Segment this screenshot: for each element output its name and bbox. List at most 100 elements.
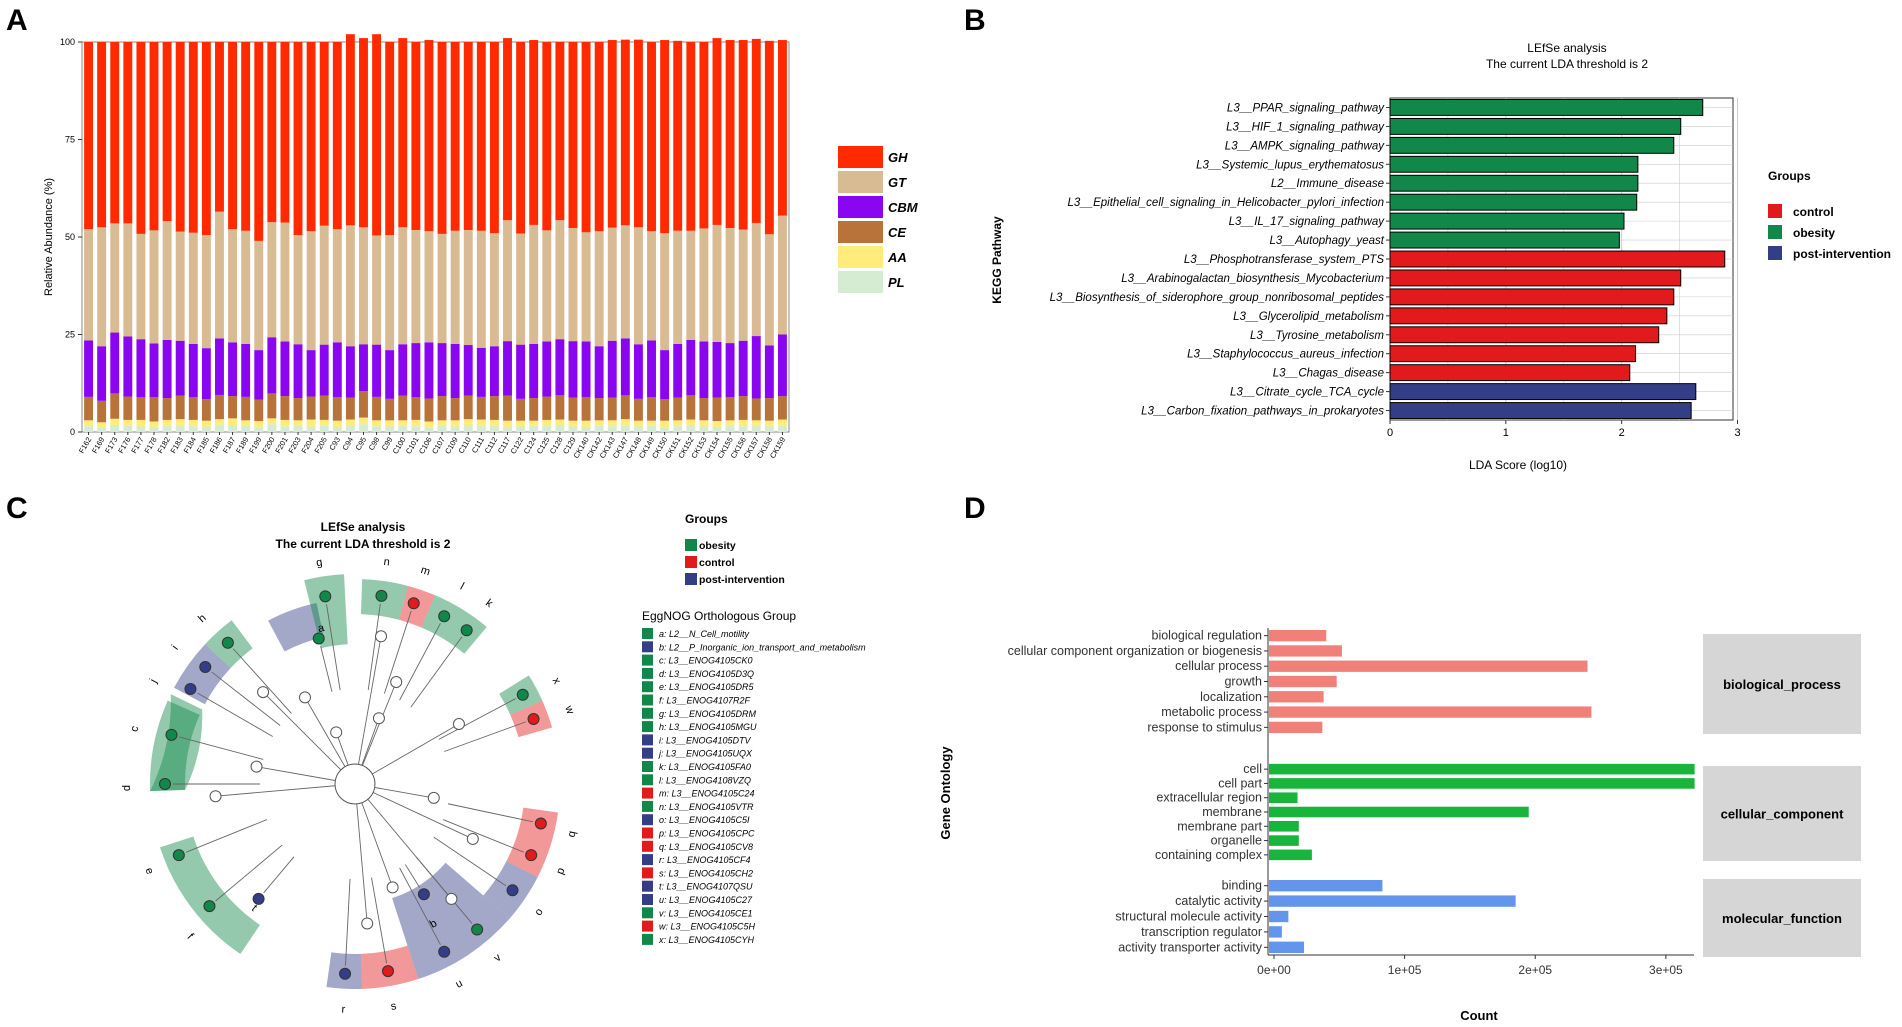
panel-a-bar-cbm	[359, 344, 368, 392]
panel-a-bar-pl	[633, 426, 643, 432]
panel-b-bar	[1389, 193, 1638, 211]
panel-a-bar-ce	[84, 396, 93, 421]
panel-a-bar-ce	[476, 396, 486, 420]
panel-a-bar-ce	[489, 396, 499, 420]
panel-a-bar-ce	[437, 396, 447, 421]
panel-a-bar-cbm	[319, 344, 329, 396]
panel-a-bar-ce	[450, 398, 460, 421]
panel-a-bar-cbm	[699, 341, 709, 399]
panel-a-bar-gt	[450, 230, 460, 344]
panel-a-x-tick-label: C94	[340, 436, 355, 452]
panel-c-entry-label: i: L3__ENOG4105DTV	[659, 735, 752, 745]
panel-a-bar-gh	[647, 42, 656, 232]
panel-a-bar-gh	[97, 42, 107, 228]
panel-a-bar-ce	[136, 397, 146, 420]
panel-a-bar-cbm	[778, 334, 787, 397]
panel-a-bar-gh	[555, 42, 565, 221]
panel-a-bar-gh	[149, 42, 159, 231]
panel-a-bar-ce	[673, 397, 683, 421]
panel-c-branch	[345, 878, 351, 966]
panel-a-bar-cbm	[188, 343, 198, 398]
panel-c-legend-title: Groups	[685, 512, 728, 526]
panel-a-bar-gt	[463, 229, 473, 346]
panel-a-bar-ce	[97, 400, 107, 423]
panel-a-bar-cbm	[175, 340, 185, 396]
panel-c-branch	[179, 736, 264, 760]
panel-a-bar-ce	[568, 397, 578, 421]
panel-a-bar-ce	[529, 398, 539, 421]
panel-a-x-tick-label: C95	[354, 436, 369, 452]
panel-a-bar-gt	[215, 211, 224, 339]
panel-c-letter-label: o	[532, 906, 545, 918]
panel-a-bar-ce	[542, 396, 552, 420]
panel-a-bar-gh	[581, 42, 591, 233]
panel-a-bar-gt	[673, 230, 683, 344]
panel-c-entry-label: v: L3__ENOG4105CE1	[659, 908, 753, 918]
panel-c-sector-cd	[150, 700, 200, 792]
panel-a-bar-gh	[699, 42, 709, 229]
panel-d-category-label: organelle	[1211, 834, 1262, 848]
panel-a-bar-aa	[633, 420, 643, 427]
panel-a-bar-aa	[110, 418, 120, 425]
panel-b-category-label: L3__Autophagy_yeast	[1270, 235, 1385, 247]
panel-a-bar-aa	[97, 422, 107, 428]
panel-d-y-axis-label: Gene Ontology	[938, 746, 953, 840]
panel-c-branch	[197, 692, 273, 737]
panel-label-a: A	[6, 4, 28, 37]
panel-a-bar-ce	[149, 397, 159, 422]
panel-c-entry-label: j: L3__ENOG4105UQX	[658, 749, 753, 759]
panel-a-bar-gt	[620, 225, 630, 339]
panel-a-bar-gt	[660, 233, 670, 351]
panel-a-bar-aa	[188, 419, 198, 427]
panel-c-letter-label: a	[317, 622, 326, 635]
panel-d-category-label: metabolic process	[1161, 705, 1262, 719]
panel-a-bar-aa	[411, 419, 421, 427]
panel-a-legend-swatch-cbm	[838, 196, 883, 218]
panel-a-legend-swatch-gh	[838, 146, 883, 168]
panel-c-letter-label: g	[315, 556, 323, 569]
panel-a-bar-aa	[568, 420, 578, 427]
panel-c-entry-label: h: L3__ENOG4105MGU	[659, 722, 757, 732]
panel-a-bar-gh	[607, 40, 617, 228]
panel-d-category-label: response to stimulus	[1147, 720, 1262, 734]
panel-a-bar-pl	[450, 426, 460, 432]
panel-c-letter-label: h	[196, 612, 209, 625]
panel-a-bar-pl	[162, 425, 172, 432]
panel-a-bar-pl	[607, 426, 617, 432]
panel-a-bar-ce	[686, 395, 696, 420]
panel-a-bar-cbm	[738, 340, 748, 397]
panel-a-bar-aa	[699, 420, 709, 427]
panel-a-bar-cbm	[110, 332, 120, 394]
panel-a-bar-cbm	[123, 336, 133, 397]
panel-b-bar	[1389, 99, 1704, 116]
panel-c-entry-swatch	[642, 933, 653, 945]
panel-a-bar-cbm	[149, 343, 159, 398]
panel-a-bar-pl	[215, 424, 224, 432]
panel-a-bar-aa	[175, 419, 185, 426]
panel-a-bar-ce	[319, 395, 329, 420]
panel-a-bar-ce	[633, 398, 643, 421]
panel-c-letter-label: d	[121, 785, 133, 791]
panel-a-bar-ce	[345, 397, 355, 420]
panel-c-leaf-node	[438, 610, 451, 623]
panel-a-bar-ce	[110, 393, 120, 419]
panel-a-legend-swatch-gt	[838, 171, 883, 193]
panel-a-bar-gt	[751, 222, 761, 337]
panel-c-internal-node	[330, 726, 343, 739]
panel-a-legend-swatch-ce	[838, 221, 883, 243]
panel-b-category-label: L2__Immune_disease	[1271, 178, 1384, 190]
panel-c-leaf-node	[375, 589, 388, 602]
panel-b-bar	[1389, 174, 1639, 192]
panel-d-bar	[1269, 880, 1383, 892]
panel-b-legend-title: Groups	[1768, 169, 1811, 183]
panel-a-x-tick-label: F187	[221, 436, 237, 455]
panel-a-bar-pl	[372, 426, 382, 432]
panel-c-entry-swatch	[642, 880, 653, 892]
panel-c-entry-swatch	[642, 681, 653, 693]
panel-a-bar-ce	[359, 391, 368, 418]
panel-b-bar	[1389, 307, 1668, 325]
panel-a-bar-pl	[568, 426, 578, 432]
panel-d-category-label: cell	[1243, 762, 1262, 776]
panel-a-bar-aa	[332, 420, 342, 427]
panel-a-bar-gt	[424, 231, 434, 343]
